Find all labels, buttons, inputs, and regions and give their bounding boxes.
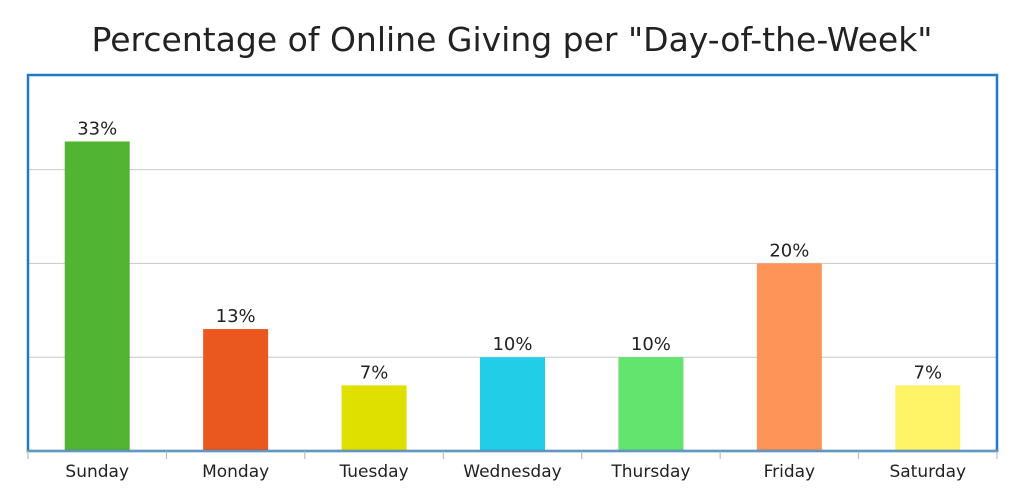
gridlines (28, 169, 997, 358)
x-tick-label-tuesday: Tuesday (338, 462, 408, 482)
bar-tuesday (341, 385, 407, 451)
x-tick-label-wednesday: Wednesday (463, 462, 561, 482)
data-label-wednesday: 10% (492, 334, 532, 355)
data-label-tuesday: 7% (360, 362, 389, 383)
x-tick-label-thursday: Thursday (610, 462, 690, 482)
data-label-sunday: 33% (77, 118, 117, 139)
data-label-thursday: 10% (631, 334, 671, 355)
bar-wednesday (480, 357, 545, 451)
bar-saturday (895, 385, 961, 451)
data-label-saturday: 7% (914, 362, 943, 383)
x-tick-label-monday: Monday (202, 462, 269, 482)
data-labels: 33% 13% 7% 10% 10% 20% 7% (77, 118, 942, 383)
data-label-friday: 20% (769, 240, 809, 261)
x-tick-label-saturday: Saturday (889, 462, 966, 482)
bar-monday (203, 329, 269, 451)
bar-friday (756, 263, 822, 451)
bar-sunday (64, 141, 130, 451)
chart-title: Percentage of Online Giving per "Day-of-… (92, 20, 933, 59)
bar-thursday (618, 357, 684, 451)
x-axis: Sunday Monday Tuesday Wednesday Thursday Frid… (26, 450, 999, 482)
bars (64, 141, 961, 451)
x-tick-label-sunday: Sunday (65, 462, 129, 482)
x-tick-label-friday: Friday (764, 462, 816, 482)
data-label-monday: 13% (216, 306, 256, 327)
